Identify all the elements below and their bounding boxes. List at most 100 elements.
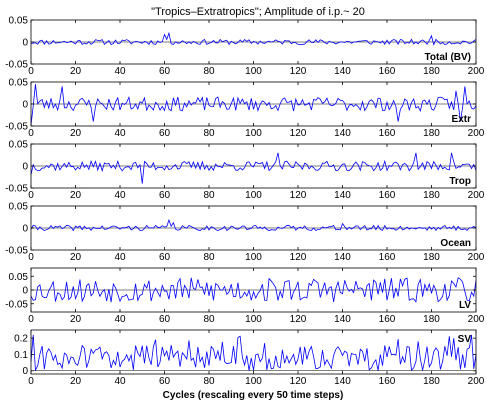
panel-label: SV [458,334,472,345]
series-line [30,31,477,46]
x-tick-label: 180 [423,314,440,325]
x-tick-label: 40 [114,376,126,387]
x-tick-label: 20 [70,376,82,387]
x-tick-label: 0 [28,376,34,387]
x-tick-label: 140 [334,128,351,139]
x-tick-label: 180 [423,376,440,387]
x-tick-label: 20 [70,66,82,77]
y-tick-label: 0.05 [9,140,29,151]
x-tick-label: 60 [159,128,171,139]
y-tick-label: 0 [22,38,28,49]
y-tick-label: 0 [22,224,28,235]
y-tick-label: 0.05 [9,202,29,213]
y-tick-label: 0.1 [14,350,28,361]
x-tick-label: 20 [70,190,82,201]
series-line [30,334,477,372]
panel-4: 0 20 40 60 80 100 120 140 160 180 2000.050-0.05Oce… [5,202,485,264]
x-tick-label: 40 [114,314,126,325]
x-tick-label: 120 [290,376,307,387]
y-tick-label: 0.05 [9,78,29,89]
y-tick-label: 0.05 [9,16,29,27]
x-tick-label: 60 [159,376,171,387]
y-tick-label: 0.2 [14,334,28,345]
x-tick-label: 120 [290,66,307,77]
x-tick-label: 160 [379,128,396,139]
x-tick-label: 0 [28,66,34,77]
x-tick-label: 100 [245,252,262,263]
x-tick-label: 140 [334,314,351,325]
x-tick-label: 160 [379,190,396,201]
y-tick-label: 0 [22,100,28,111]
x-tick-label: 80 [203,128,215,139]
x-tick-label: 120 [290,128,307,139]
x-tick-label: 0 [28,252,34,263]
y-tick-label: 0 [22,286,28,297]
y-tick-label: 0 [22,162,28,173]
panel-2: 0 20 40 60 80 100 120 140 160 180 2000.050-0.05Ext… [5,78,485,140]
x-tick-label: 160 [379,376,396,387]
x-tick-label: 160 [379,314,396,325]
x-tick-label: 60 [159,66,171,77]
x-tick-label: 0 [28,314,34,325]
panels: 0 20 40 60 80 100 120 140 160 180 2000.050-0.05Tot… [5,16,485,388]
x-tick-label: 40 [114,66,126,77]
x-tick-label: 120 [290,314,307,325]
series-line [30,277,477,303]
series-line [30,218,477,232]
y-tick-label: -0.05 [5,60,28,71]
x-tick-label: 0 [28,128,34,139]
x-tick-label: 180 [423,66,440,77]
series-line [30,152,477,184]
axes-box [30,329,477,375]
x-tick-label: 200 [468,252,485,263]
x-tick-label: 80 [203,66,215,77]
panel-label: Extr [452,114,472,125]
y-tick-label: 0.05 [9,272,29,283]
x-tick-label: 40 [114,128,126,139]
x-tick-label: 180 [423,128,440,139]
x-tick-label: 120 [290,190,307,201]
x-tick-label: 20 [70,252,82,263]
panel-6: 0 20 40 60 80 100 120 140 160 180 200 0.2 0.1 0 SV [14,329,485,387]
x-tick-label: 200 [468,190,485,201]
x-tick-label: 140 [334,252,351,263]
x-tick-label: 80 [203,314,215,325]
panel-label: LV [459,300,471,311]
x-tick-label: 60 [159,314,171,325]
x-tick-label: 100 [245,376,262,387]
x-tick-label: 20 [70,128,82,139]
x-tick-label: 200 [468,128,485,139]
x-tick-label: 180 [423,252,440,263]
y-tick-label: -0.05 [5,184,28,195]
x-tick-label: 180 [423,190,440,201]
y-tick-label: 0 [22,366,28,377]
x-tick-label: 60 [159,252,171,263]
x-tick-label: 0 [28,190,34,201]
x-tick-label: 200 [468,376,485,387]
panel-label: Trop [449,176,471,187]
x-tick-label: 20 [70,314,82,325]
x-tick-label: 160 [379,252,396,263]
x-axis-label: Cycles (rescaling every 50 time steps) [163,390,344,401]
panel-label: Total (BV) [425,52,471,63]
x-tick-label: 100 [245,314,262,325]
x-tick-label: 100 [245,190,262,201]
x-tick-label: 40 [114,252,126,263]
x-tick-label: 200 [468,314,485,325]
x-tick-label: 200 [468,66,485,77]
x-tick-label: 80 [203,376,215,387]
x-tick-label: 120 [290,252,307,263]
x-tick-label: 140 [334,190,351,201]
x-tick-label: 60 [159,190,171,201]
x-tick-label: 140 [334,376,351,387]
x-tick-label: 40 [114,190,126,201]
y-tick-label: -0.05 [5,122,28,133]
panel-3: 0 20 40 60 80 100 120 140 160 180 2000.050-0.05Tro… [5,140,485,202]
panel-label: Ocean [440,238,471,249]
x-tick-label: 100 [245,128,262,139]
x-tick-label: 100 [245,66,262,77]
x-tick-label: 80 [203,252,215,263]
y-tick-label: -0.05 [5,246,28,257]
